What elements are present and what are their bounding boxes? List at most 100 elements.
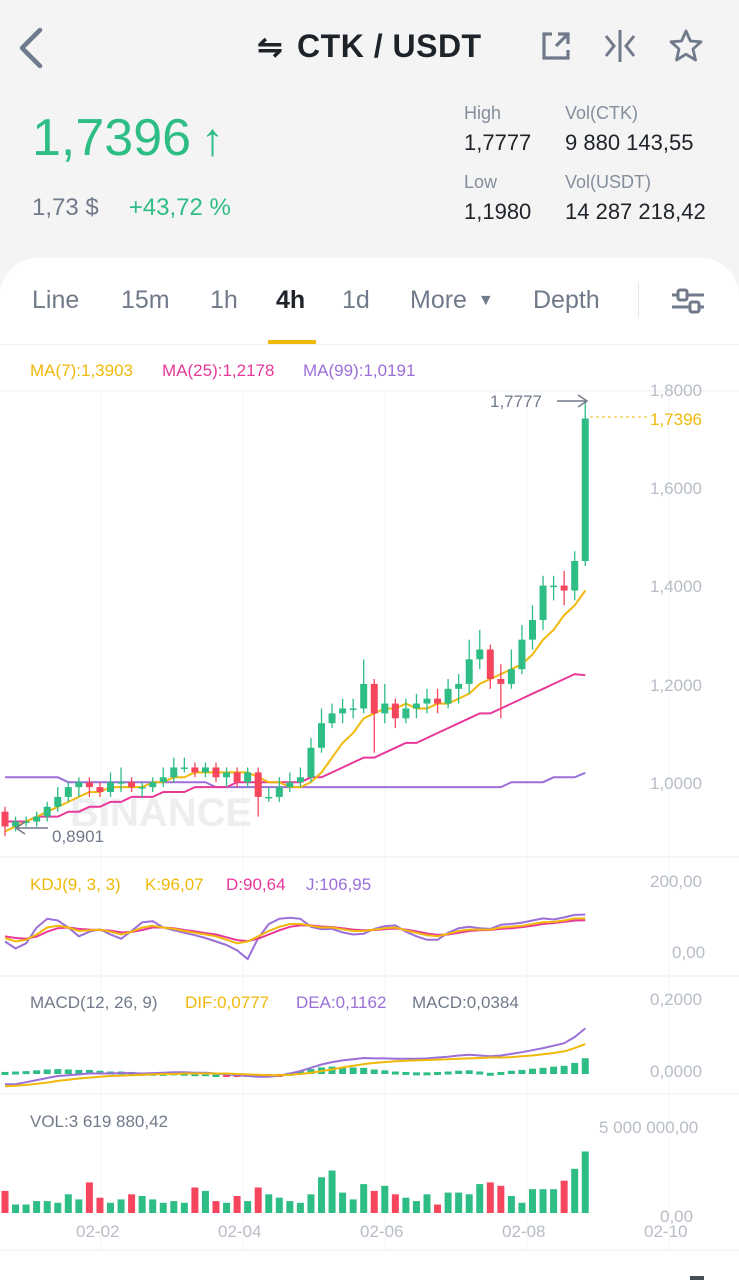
tab-more-label: More — [410, 286, 467, 314]
kdj-axis-label: 0,00 — [672, 943, 705, 962]
candle-body — [128, 782, 136, 788]
candle-body — [75, 782, 83, 788]
macd-bar — [64, 1069, 72, 1074]
volume-bar — [85, 1182, 93, 1213]
candle-body — [360, 683, 368, 709]
vol-ctk-label: Vol(CTK) — [565, 103, 639, 123]
macd-bar — [486, 1072, 494, 1076]
volume-bar — [465, 1194, 473, 1213]
tab-1h[interactable]: 1h — [210, 286, 238, 314]
kdj-k-line — [4, 917, 586, 945]
back-arrow-icon[interactable] — [14, 26, 50, 70]
macd-value-legend: MACD:0,0384 — [412, 993, 519, 1012]
vol-axis-label: 0,00 — [660, 1207, 693, 1226]
high-marker-label: 1,7777 — [490, 392, 542, 411]
price-change: +43,72 % — [128, 194, 231, 221]
volume-bar — [223, 1202, 231, 1213]
candle-body — [581, 418, 589, 562]
grid-lines — [100, 391, 670, 1250]
candle-body — [233, 772, 241, 783]
swap-icon: ⇋ — [257, 31, 284, 64]
candle-body — [529, 620, 536, 640]
candle-body — [191, 767, 199, 773]
macd-bar — [96, 1070, 104, 1074]
volume-bar — [391, 1194, 399, 1213]
arrow-up-icon: ↑ — [201, 113, 225, 165]
tab-1d[interactable]: 1d — [342, 286, 370, 314]
high-marker-arrow — [577, 394, 589, 408]
price-axis-label: 1,6000 — [650, 479, 702, 498]
candle-body — [96, 787, 104, 793]
ma99-legend: MA(99):1,0191 — [303, 361, 415, 380]
macd-bar — [201, 1073, 209, 1077]
macd-bar — [518, 1069, 526, 1074]
volume-bar — [286, 1201, 294, 1213]
candle-body — [539, 585, 547, 621]
macd-bar — [339, 1067, 347, 1074]
share-icon[interactable] — [538, 28, 574, 64]
macd-bar — [539, 1067, 547, 1074]
high-value: 1,7777 — [464, 130, 532, 155]
candle-body — [571, 561, 579, 591]
chart-settings-icon[interactable] — [670, 286, 706, 316]
volume-bar — [581, 1151, 589, 1213]
tab-depth[interactable]: Depth — [533, 286, 600, 314]
volume-bar — [307, 1194, 315, 1213]
macd-bar — [476, 1071, 484, 1075]
candle-body — [412, 703, 420, 709]
tab-4h[interactable]: 4h — [276, 286, 306, 314]
macd-bar — [191, 1073, 199, 1077]
price-axis-label: 1,0000 — [650, 774, 702, 793]
candle-body — [54, 796, 62, 807]
volume-bar — [434, 1204, 442, 1213]
volume-bar — [170, 1201, 178, 1213]
candle-body — [275, 787, 283, 797]
volume-bar — [212, 1201, 220, 1213]
macd-dif-legend: DIF:0,0777 — [185, 993, 269, 1012]
macd-bar — [434, 1071, 442, 1075]
compare-icon[interactable] — [602, 28, 638, 64]
top-bar: ⇋ CTK / USDT — [0, 0, 739, 96]
macd-bar — [22, 1071, 30, 1075]
candle-body — [1, 811, 9, 827]
macd-axis-label: 0,0000 — [650, 1062, 702, 1081]
candle-body — [434, 698, 442, 704]
candle-body — [223, 772, 231, 778]
caret-down-icon: ▼ — [477, 292, 494, 309]
macd-axis-label: 0,2000 — [650, 990, 702, 1009]
macd-bar — [33, 1070, 41, 1074]
macd-bar — [465, 1070, 473, 1074]
volume-bar — [455, 1192, 463, 1213]
high-label: High — [464, 103, 502, 123]
price-axis-label: 1,8000 — [650, 381, 702, 400]
last-price-tag: 1,7396 — [650, 410, 702, 429]
tab-15m[interactable]: 15m — [121, 286, 170, 314]
price-axis-label: 1,2000 — [650, 676, 702, 695]
volume-bar — [43, 1201, 51, 1213]
candle-body — [254, 772, 262, 797]
interval-tabs: Line 15m 1h 4h 1d More ▼ Depth — [0, 258, 739, 344]
date-label: 02-04 — [218, 1222, 261, 1241]
volume-bar — [529, 1189, 536, 1213]
tab-more[interactable]: More ▼ — [410, 286, 494, 315]
bottom-handle — [690, 1276, 704, 1280]
tabs-divider — [0, 344, 739, 345]
pair-title[interactable]: ⇋ CTK / USDT — [0, 28, 739, 65]
candle-body — [402, 708, 410, 719]
macd-bar — [370, 1069, 378, 1074]
volume-bar — [33, 1201, 41, 1213]
last-price: 1,7396 ↑ — [32, 109, 225, 167]
volume-bar — [64, 1194, 72, 1213]
candle-body — [349, 708, 357, 710]
candle-body — [159, 777, 167, 783]
star-icon[interactable] — [668, 28, 704, 64]
macd-bar — [444, 1071, 452, 1075]
volume-bar — [233, 1196, 241, 1213]
vol-axis-label: 5 000 000,00 — [599, 1118, 698, 1137]
date-label: 02-02 — [76, 1222, 119, 1241]
candle-body — [455, 683, 463, 689]
tab-line[interactable]: Line — [32, 286, 80, 314]
volume-bar — [180, 1202, 188, 1213]
volume-bar — [339, 1192, 347, 1213]
